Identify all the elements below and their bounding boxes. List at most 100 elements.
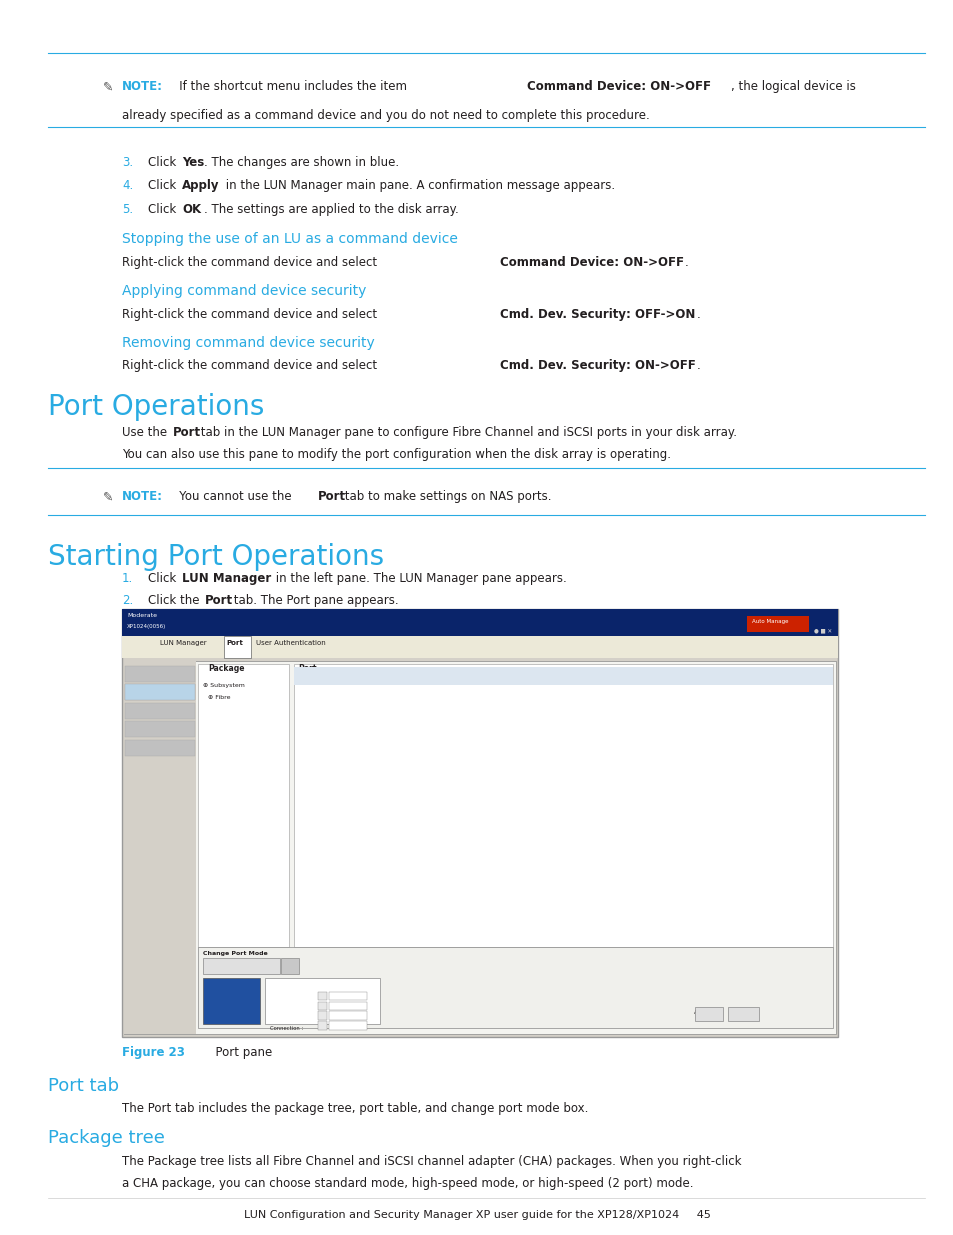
Text: Port: Port [205,594,233,608]
Text: tab to make settings on NAS ports.: tab to make settings on NAS ports. [340,490,551,504]
Text: XP1024(0056): XP1024(0056) [127,624,166,629]
Text: View the Map: View the Map [127,704,164,709]
Text: You can also use this pane to modify the port configuration when the disk array : You can also use this pane to modify the… [122,448,670,462]
Text: Select a Port: Select a Port [208,963,242,968]
Text: Host Speed :: Host Speed : [270,997,303,1002]
FancyBboxPatch shape [198,664,289,947]
FancyBboxPatch shape [694,1007,722,1021]
FancyBboxPatch shape [203,978,260,1024]
Text: .: . [696,308,700,321]
Text: LUN Configuration and Security Manager XP user guide for the XP128/XP1024     45: LUN Configuration and Security Manager X… [243,1210,710,1220]
Text: You cannot use the: You cannot use the [168,490,295,504]
Text: LUN Manage...: LUN Manage... [127,685,167,690]
Text: LUN Manager: LUN Manager [182,572,272,585]
FancyBboxPatch shape [125,740,194,756]
FancyBboxPatch shape [203,958,279,974]
Text: . The changes are shown in blue.: . The changes are shown in blue. [204,156,399,169]
FancyBboxPatch shape [329,1011,367,1020]
FancyBboxPatch shape [317,1021,327,1030]
Text: Fibre Addr. :: Fibre Addr. : [270,1007,301,1011]
Text: , the logical device is: , the logical device is [730,80,855,94]
Text: Port Operations: Port Operations [48,393,264,421]
Text: 5.: 5. [122,203,133,216]
Text: If the shortcut menu includes the item: If the shortcut menu includes the item [168,80,410,94]
Text: Package: Package [208,664,244,673]
Text: ✎: ✎ [103,490,113,504]
FancyBboxPatch shape [294,667,832,685]
Text: ⊕ Subsystem: ⊕ Subsystem [203,683,245,688]
Text: Port: Port [317,490,345,504]
Text: Fabric :: Fabric : [270,1016,289,1021]
Text: Port pane: Port pane [208,1046,272,1060]
Text: Mode: Mode [210,984,229,989]
Text: ✎: ✎ [103,80,113,94]
Text: Cancel: Cancel [733,1010,752,1015]
Text: 3.: 3. [122,156,133,169]
Text: >>: >> [318,994,325,998]
Text: Right-click the command device and select: Right-click the command device and selec… [122,256,380,269]
Text: Applying command device security: Applying command device security [122,284,366,298]
Text: Click: Click [148,179,180,193]
Text: Auto Manage: Auto Manage [751,619,787,624]
Text: Click: Click [148,572,180,585]
FancyBboxPatch shape [125,684,194,700]
Text: ● ■ ✕: ● ■ ✕ [813,629,831,634]
Text: OK: OK [182,203,201,216]
FancyBboxPatch shape [124,661,195,1034]
Text: .: . [684,256,688,269]
FancyBboxPatch shape [329,1021,367,1030]
FancyBboxPatch shape [198,947,832,1028]
Text: LUN Manager: LUN Manager [160,640,207,646]
Text: Command Device: ON->OFF: Command Device: ON->OFF [499,256,683,269]
Text: The Package tree lists all Fibre Channel and iSCSI channel adapter (CHA) package: The Package tree lists all Fibre Channel… [122,1155,740,1168]
Text: Starting Port Operations: Starting Port Operations [48,543,383,572]
FancyBboxPatch shape [317,992,327,1000]
FancyBboxPatch shape [224,636,251,658]
FancyBboxPatch shape [317,1011,327,1020]
FancyBboxPatch shape [122,636,837,658]
Text: . The settings are applied to the disk array.: . The settings are applied to the disk a… [204,203,458,216]
FancyBboxPatch shape [317,1002,327,1010]
FancyBboxPatch shape [125,703,194,719]
Text: 2.: 2. [122,594,133,608]
Text: Right-click the command device and select: Right-click the command device and selec… [122,359,380,373]
Text: Port: Port [226,640,243,646]
FancyBboxPatch shape [329,1002,367,1010]
Text: Removing command device security: Removing command device security [122,336,375,350]
Text: >>: >> [318,1014,325,1018]
Text: >>: >> [318,1024,325,1028]
FancyBboxPatch shape [265,978,379,1024]
Text: tab in the LUN Manager pane to configure Fibre Channel and iSCSI ports in your d: tab in the LUN Manager pane to configure… [197,426,737,440]
FancyBboxPatch shape [329,992,367,1000]
Text: Verify & Set: Verify & Set [127,667,159,672]
FancyBboxPatch shape [125,721,194,737]
Text: Cache LMU...: Cache LMU... [127,722,162,727]
Text: >>: >> [318,1004,325,1008]
FancyBboxPatch shape [122,609,837,636]
Text: a CHA package, you can choose standard mode, high-speed mode, or high-speed (2 p: a CHA package, you can choose standard m… [122,1177,693,1191]
Text: User Authentication: User Authentication [255,640,325,646]
Text: Port: Port [298,664,316,673]
FancyBboxPatch shape [122,609,837,1037]
Text: Click the: Click the [148,594,203,608]
Text: The Port tab includes the package tree, port table, and change port mode box.: The Port tab includes the package tree, … [122,1102,588,1115]
FancyBboxPatch shape [294,664,832,947]
Text: Apply: Apply [694,1010,709,1015]
Text: NOTE:: NOTE: [122,490,163,504]
FancyBboxPatch shape [124,661,835,1034]
Text: Cmd. Dev. Security: ON->OFF: Cmd. Dev. Security: ON->OFF [499,359,695,373]
Text: in the left pane. The LUN Manager pane appears.: in the left pane. The LUN Manager pane a… [272,572,566,585]
Text: Figure 23: Figure 23 [122,1046,185,1060]
Text: in the LUN Manager main pane. A confirmation message appears.: in the LUN Manager main pane. A confirma… [222,179,615,193]
Text: Command Device: ON->OFF: Command Device: ON->OFF [526,80,710,94]
Text: Click: Click [148,156,180,169]
FancyBboxPatch shape [281,958,298,974]
Text: NOTE:: NOTE: [122,80,163,94]
Text: ⊕ Fibre: ⊕ Fibre [208,695,231,700]
Text: Port: Port [172,426,200,440]
Text: Package tree: Package tree [48,1129,165,1147]
Text: Port Name   Type   Host Speed   Addr.(Loop ID)   Fabric   Connection   Attribute: Port Name Type Host Speed Addr.(Loop ID)… [295,671,501,676]
Text: 4.: 4. [122,179,133,193]
FancyBboxPatch shape [125,666,194,682]
Text: Use the: Use the [122,426,171,440]
